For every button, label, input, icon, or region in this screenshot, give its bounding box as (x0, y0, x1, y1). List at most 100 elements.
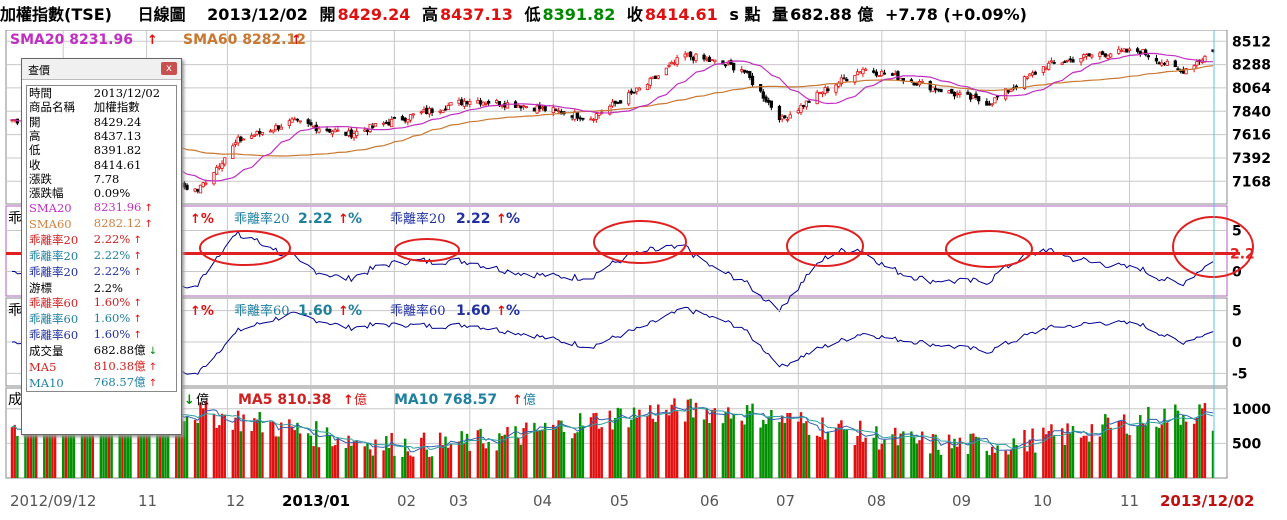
candle-body (936, 88, 940, 91)
volume-bar (333, 445, 337, 478)
candle-body (858, 71, 862, 74)
volume-bar (220, 413, 224, 478)
candle-body (1098, 52, 1102, 57)
arrow-up-icon: ↑ (145, 377, 158, 389)
change-value: +7.78 (+0.09%) (884, 5, 1027, 24)
volume-bar (899, 433, 902, 478)
popup-row-key: SMA20 (29, 201, 72, 216)
x-axis-label: 11 (1120, 492, 1139, 510)
candle-body (575, 112, 580, 119)
candle-body (495, 100, 499, 104)
candle-body (1030, 72, 1035, 76)
candle-body (977, 96, 981, 102)
popup-row-value-text: 8282.12 (93, 216, 142, 231)
candle-body (182, 182, 186, 188)
volume-bar (352, 441, 356, 478)
volume-bar (541, 429, 544, 478)
volume-bar (592, 413, 595, 478)
candle-body (702, 54, 706, 60)
popup-row-key: MA5 (29, 359, 57, 374)
volume-bar (1004, 450, 1007, 478)
volume-bar (479, 428, 482, 478)
popup-row: 漲跌幅 0.09% (27, 186, 177, 200)
volume-bar (517, 437, 520, 478)
candle-body (349, 129, 353, 138)
candle-body (443, 108, 448, 111)
candle-body (279, 126, 283, 130)
period-label: 日線圖 (137, 5, 186, 24)
low-value: 8391.82 (542, 5, 616, 24)
volume-bar (16, 435, 19, 478)
bias60-label-b: 乖離率60 (390, 303, 446, 319)
candle-body (705, 58, 709, 61)
candle-body (993, 97, 997, 104)
volume-bar (271, 421, 275, 478)
volume-bar (1147, 406, 1150, 478)
volume-bar (107, 402, 111, 478)
popup-row-key: 乖離率60 (29, 311, 79, 326)
volume-bar (183, 421, 186, 478)
x-axis-label: 03 (449, 492, 468, 510)
candle-body (767, 99, 771, 103)
candle-body (1068, 58, 1072, 61)
candle-body (723, 64, 728, 67)
quote-popup[interactable]: 查價 x 時間 2013/12/02 商品名稱 加權指數開 8429.24 高 8437.1… (21, 58, 182, 435)
close-icon[interactable]: x (161, 62, 177, 75)
volume-bar (1009, 449, 1013, 478)
close-value: 8414.61 (644, 5, 718, 24)
volume-bar (990, 446, 994, 478)
volume-bar (1136, 426, 1139, 478)
popup-row-value: 8429.24 (90, 115, 177, 129)
volume-bar (1044, 434, 1048, 478)
sma20-label: SMA20 8231.96 (10, 32, 133, 48)
x-axis-label: 06 (700, 492, 719, 510)
candle-body (236, 136, 240, 144)
candle-body (1052, 61, 1056, 64)
volume-bar (344, 448, 348, 478)
volume-bar (751, 403, 754, 478)
volume-bar (10, 427, 14, 478)
volume-bar (826, 431, 830, 478)
candle-body (788, 114, 792, 119)
candle-body (648, 78, 652, 86)
volume-bar (686, 399, 690, 478)
volume-bar (554, 427, 558, 478)
volume-bar (1184, 421, 1188, 478)
volume-bar (578, 413, 582, 478)
candle-body (381, 122, 386, 125)
candle-body (1100, 51, 1105, 55)
volume-bar (557, 420, 560, 478)
volume-bar (1155, 426, 1158, 478)
candle-body (371, 125, 375, 128)
candle-body (430, 108, 434, 113)
volume-bar (317, 447, 321, 478)
candle-body (293, 118, 297, 121)
volume-bar (1060, 428, 1064, 478)
candle-body (519, 105, 523, 109)
volume-bar (1125, 433, 1129, 478)
popup-row: 乖離率20 2.22% ↑ (27, 264, 177, 280)
volume-bar (597, 428, 601, 478)
candle-body (780, 115, 784, 120)
candle-body (672, 62, 677, 65)
volume-bar (498, 433, 501, 478)
bias20-value-a: 2.22 (298, 211, 333, 227)
bias20-value-b: 2.22 (456, 211, 491, 227)
volume-bar (193, 419, 197, 478)
candle-body (352, 133, 356, 139)
bias60-value-a: 1.60 (298, 303, 333, 319)
popup-row: 商品名稱 加權指數 (27, 100, 177, 114)
volume-bar (242, 414, 245, 478)
candle-body (1157, 62, 1161, 65)
volume-bar (912, 436, 916, 478)
volume-bar (13, 424, 16, 478)
volume-bar (422, 432, 426, 478)
candle-body (465, 101, 469, 105)
volume-bar (1047, 430, 1050, 478)
popup-titlebar[interactable]: 查價 x (22, 59, 181, 80)
candle-body (920, 81, 924, 83)
candle-body (298, 120, 302, 123)
volume-bar (937, 449, 940, 478)
volume-bar (864, 437, 867, 478)
sma20-line (11, 52, 1213, 182)
